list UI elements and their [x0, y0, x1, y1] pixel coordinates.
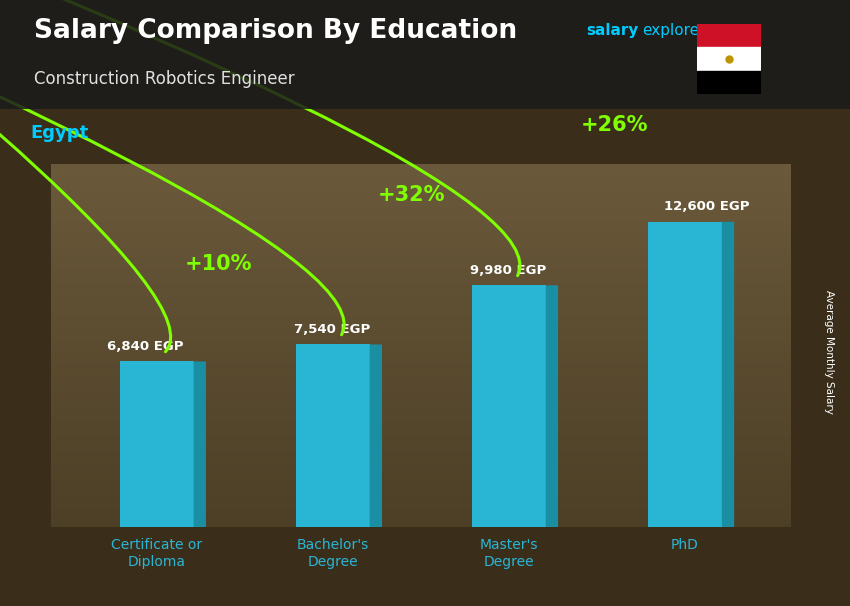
- Text: 9,980 EGP: 9,980 EGP: [470, 264, 547, 277]
- Text: .com: .com: [710, 23, 747, 38]
- Text: 7,540 EGP: 7,540 EGP: [294, 323, 371, 336]
- Bar: [120, 361, 194, 527]
- Bar: [697, 47, 761, 71]
- Bar: [472, 285, 546, 527]
- Text: Egypt: Egypt: [31, 124, 89, 142]
- Text: salary: salary: [586, 23, 639, 38]
- Bar: [697, 71, 761, 94]
- Text: +10%: +10%: [184, 254, 252, 274]
- Text: Salary Comparison By Education: Salary Comparison By Education: [34, 18, 517, 44]
- Text: Construction Robotics Engineer: Construction Robotics Engineer: [34, 70, 295, 87]
- Polygon shape: [546, 285, 558, 527]
- Text: +32%: +32%: [378, 185, 445, 205]
- Bar: [697, 24, 761, 47]
- Bar: [296, 344, 370, 527]
- Bar: [648, 222, 722, 527]
- Text: explorer: explorer: [642, 23, 706, 38]
- Polygon shape: [194, 361, 206, 527]
- Polygon shape: [370, 344, 382, 527]
- Text: Average Monthly Salary: Average Monthly Salary: [824, 290, 834, 413]
- Text: 12,600 EGP: 12,600 EGP: [664, 201, 749, 213]
- Polygon shape: [722, 222, 734, 527]
- Text: +26%: +26%: [581, 115, 649, 135]
- Text: 6,840 EGP: 6,840 EGP: [107, 340, 184, 353]
